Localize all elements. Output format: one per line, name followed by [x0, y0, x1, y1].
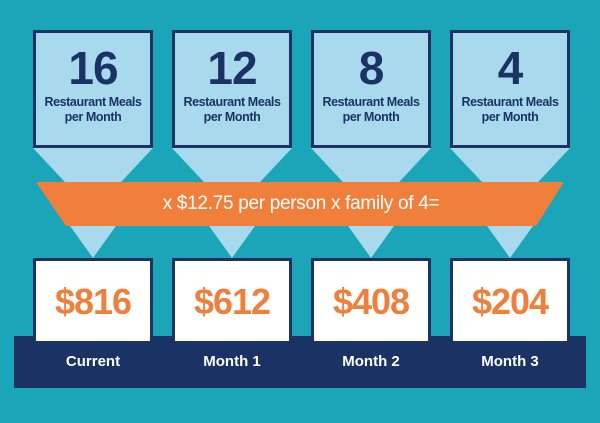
meals-box-3: 8 Restaurant Meals per Month: [311, 30, 431, 148]
meal-label-line1: Restaurant Meals: [461, 95, 559, 109]
meal-label-line1: Restaurant Meals: [322, 95, 420, 109]
meal-count: 4: [497, 42, 524, 94]
meal-label-line1: Restaurant Meals: [44, 95, 142, 109]
cost-amount: $612: [193, 281, 271, 322]
meals-box-4: 4 Restaurant Meals per Month: [450, 30, 570, 148]
meal-count: 12: [207, 42, 257, 94]
meal-count: 8: [358, 42, 385, 94]
meal-label-line2: per Month: [481, 110, 539, 124]
period-label-current: Current: [65, 353, 121, 370]
meal-label-line2: per Month: [203, 110, 261, 124]
cost-box-1: $816: [33, 258, 153, 344]
funnel-top-4: [450, 148, 570, 212]
cost-box-2: $612: [172, 258, 292, 344]
cost-box-3: $408: [311, 258, 431, 344]
meal-label-line2: per Month: [64, 110, 122, 124]
funnel-top-1: [33, 148, 153, 212]
funnel-top-2: [172, 148, 292, 212]
cost-box-4: $204: [450, 258, 570, 344]
funnel-top-3: [311, 148, 431, 212]
meal-count: 16: [68, 42, 118, 94]
meal-label-line1: Restaurant Meals: [183, 95, 281, 109]
cost-amount: $816: [54, 281, 132, 322]
meals-box-2: 12 Restaurant Meals per Month: [172, 30, 292, 148]
cost-amount: $408: [332, 281, 410, 322]
multiplier-banner-text: x $12.75 per person x family of 4=: [162, 193, 440, 214]
meals-box-1: 16 Restaurant Meals per Month: [33, 30, 153, 148]
banner-shape: [36, 182, 564, 226]
month-label-band: [14, 336, 586, 388]
period-label-month-3: Month 3: [481, 353, 539, 370]
period-label-month-2: Month 2: [342, 353, 400, 370]
meal-label-line2: per Month: [342, 110, 400, 124]
cost-amount: $204: [471, 281, 549, 322]
period-label-month-1: Month 1: [203, 353, 261, 370]
